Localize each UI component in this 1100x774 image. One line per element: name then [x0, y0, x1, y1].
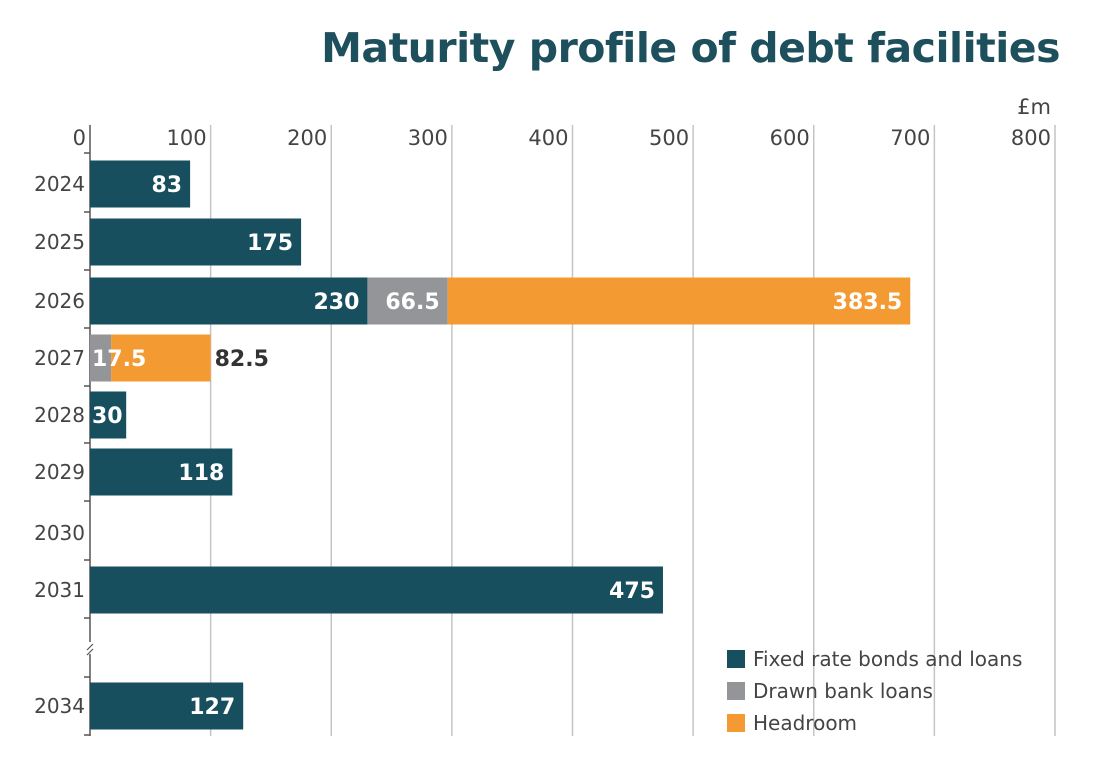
bar-segment: [90, 277, 368, 325]
data-label: 83: [151, 173, 182, 198]
x-tick-label: 400: [528, 126, 568, 150]
data-label: 17.5: [92, 347, 146, 372]
y-tick-label: 2025: [34, 230, 85, 254]
x-tick-label: 100: [167, 126, 207, 150]
legend-label: Headroom: [753, 711, 857, 735]
x-tick-label: 500: [649, 126, 689, 150]
data-label: 118: [178, 461, 224, 486]
data-label: 82.5: [215, 347, 269, 372]
data-label: 66.5: [385, 290, 439, 315]
legend-swatch: [727, 650, 745, 668]
data-label: 127: [189, 695, 235, 720]
axis-break-icon: [86, 643, 94, 656]
y-tick-label: 2026: [34, 289, 85, 313]
unit-label: £m: [1017, 95, 1051, 119]
bar-segment: [90, 218, 302, 266]
bar-segment: [111, 334, 211, 382]
y-tick-label: 2030: [34, 521, 85, 545]
bar-segment: [90, 160, 191, 208]
legend-label: Drawn bank loans: [753, 679, 933, 703]
bar-segment: [90, 566, 663, 614]
y-tick-label: 2034: [34, 694, 85, 718]
data-label: 475: [609, 579, 655, 604]
x-tick-label: 600: [770, 126, 810, 150]
y-tick-label: 2027: [34, 346, 85, 370]
data-label: 30: [92, 404, 123, 429]
x-tick-label: 0: [73, 126, 86, 150]
data-label: 230: [314, 290, 360, 315]
x-tick-label: 200: [287, 126, 327, 150]
bar-segment: [90, 391, 127, 439]
x-tick-label: 800: [1011, 126, 1051, 150]
legend-swatch: [727, 714, 745, 732]
data-label: 175: [247, 231, 293, 256]
chart-title: Maturity profile of debt facilities: [321, 24, 1060, 72]
data-label: 383.5: [833, 290, 903, 315]
y-tick-label: 2029: [34, 460, 85, 484]
y-tick-label: 2031: [34, 578, 85, 602]
y-tick-label: 2028: [34, 403, 85, 427]
legend-label: Fixed rate bonds and loans: [753, 647, 1022, 671]
y-tick-label: 2024: [34, 172, 85, 196]
bar-segment: [447, 277, 911, 325]
bar-segment: [90, 682, 244, 730]
bar-segment: [90, 334, 112, 382]
bar-segment: [90, 448, 233, 496]
x-tick-label: 300: [408, 126, 448, 150]
x-tick-label: 700: [890, 126, 930, 150]
legend-swatch: [727, 682, 745, 700]
bar-segment: [367, 277, 448, 325]
